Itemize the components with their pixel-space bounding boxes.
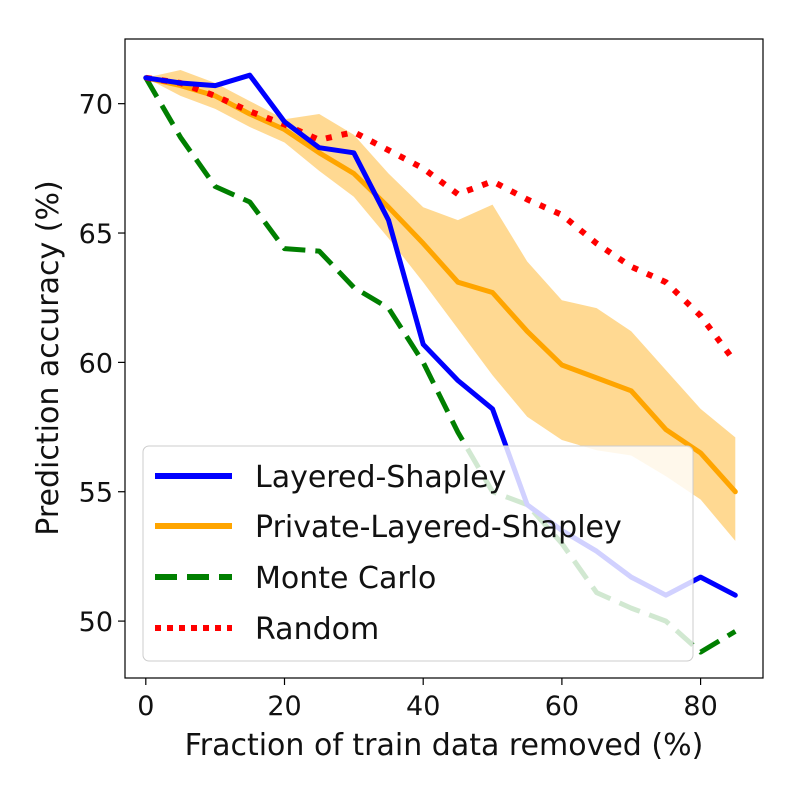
series-private-layered-shapley (143, 75, 738, 495)
y-axis-label: Prediction accuracy (%) (31, 180, 66, 535)
legend-label-private-layered-shapley: Private-Layered-Shapley (255, 510, 622, 545)
series-random (145, 74, 738, 365)
y-tick-label: 70 (79, 90, 113, 121)
tick-layer: 0 20 40 60 80 50 55 60 65 70 (79, 90, 718, 722)
plot-frame (124, 38, 764, 679)
x-tick-label: 0 (137, 691, 154, 722)
y-tick-label: 50 (79, 607, 113, 638)
x-tick-label: 40 (406, 691, 440, 722)
legend-label-monte-carlo: Monte Carlo (255, 561, 436, 596)
x-tick-label: 20 (267, 691, 301, 722)
legend-label-layered-shapley: Layered-Shapley (255, 460, 506, 495)
x-tick-label: 80 (683, 691, 717, 722)
y-tick-label: 60 (79, 348, 113, 379)
x-axis-label: Fraction of train data removed (%) (185, 728, 704, 763)
band-private-layered-shapley (145, 70, 736, 541)
confidence-band-layer (145, 70, 736, 541)
x-tick-label: 60 (545, 691, 579, 722)
y-tick-label: 55 (79, 478, 113, 509)
legend: Layered-Shapley Private-Layered-Shapley … (142, 445, 694, 662)
legend-label-random: Random (255, 612, 379, 647)
legend-box (142, 445, 694, 662)
y-tick-label: 65 (79, 219, 113, 250)
